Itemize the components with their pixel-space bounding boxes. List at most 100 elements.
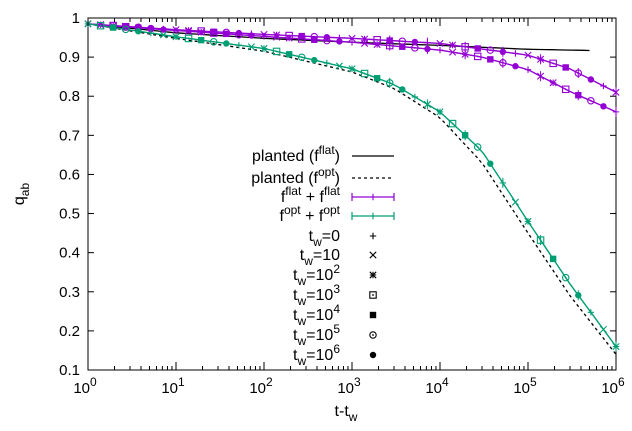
x-tick-label: 100: [73, 375, 97, 397]
marker-flat-flat-upper-dot: [464, 45, 467, 48]
legend-text: + f: [301, 189, 324, 206]
marker-flat-flat-dot: [501, 61, 504, 64]
marker-flat-flat-upper: [336, 34, 343, 41]
marker-flat-flat-upper-dot: [313, 35, 316, 38]
marker-flat-flat-upper-dot: [200, 30, 203, 32]
x-axis-label-sub: w: [348, 410, 358, 424]
marker-opt-opt-dot: [187, 37, 190, 40]
marker-flat-flat-upper: [486, 46, 495, 54]
marker-opt-opt: [109, 24, 117, 31]
marker-opt-opt-dot: [476, 146, 479, 148]
marker-flat-flat: [612, 108, 620, 116]
marker-flat-flat: [512, 63, 519, 70]
y-tick-label: 0.4: [59, 245, 80, 262]
marker-opt-opt: [335, 62, 344, 70]
marker-flat-flat-upper-dot: [552, 62, 555, 65]
legend-swatch-tw1: [369, 251, 377, 259]
marker-flat-flat: [561, 85, 570, 94]
marker-flat-flat-upper: [147, 24, 155, 32]
marker-opt-opt: [159, 31, 168, 39]
marker-opt-opt: [536, 236, 545, 244]
marker-flat-flat-upper: [260, 30, 268, 39]
marker-flat-flat-upper: [160, 25, 167, 33]
marker-flat-flat: [499, 59, 507, 67]
marker-opt-opt-dot: [99, 24, 102, 27]
legend-swatch-tw5-dot: [372, 334, 374, 336]
marker-opt-opt: [223, 40, 230, 47]
marker-opt-opt-dot: [539, 239, 542, 242]
x-tick-label: 104: [425, 375, 449, 397]
marker-opt-opt: [575, 292, 582, 299]
marker-flat-flat: [223, 30, 230, 38]
legend-swatch-tw3: [369, 291, 377, 299]
x-tick-label: 103: [337, 375, 361, 397]
legend-sub: w: [303, 254, 313, 268]
marker-opt-opt: [348, 65, 356, 73]
legend-label-planted-opt: planted (fopt): [251, 165, 340, 187]
series-opt-opt: [87, 23, 617, 347]
plot-data: [84, 20, 620, 355]
marker-flat-flat-upper-dot: [137, 26, 140, 29]
marker-opt-opt: [487, 160, 494, 167]
marker-opt-opt: [247, 43, 256, 51]
marker-flat-flat-upper: [448, 41, 457, 49]
x-tick-label-base: 10: [601, 380, 618, 397]
legend-text: f: [281, 189, 286, 206]
marker-flat-flat-upper: [574, 69, 583, 77]
marker-flat-flat-upper: [310, 32, 319, 41]
marker-flat-flat-upper: [298, 32, 305, 40]
y-tick-label: 0.9: [59, 49, 80, 66]
marker-flat-flat: [575, 91, 582, 99]
marker-opt-opt-dot: [564, 276, 567, 279]
legend-label-tw3: tw=103: [293, 282, 340, 308]
legend-label-tw6: tw=106: [293, 342, 340, 368]
legend-text: t: [293, 327, 298, 344]
x-tick-label-exp: 1: [178, 375, 185, 389]
marker-opt-opt: [461, 132, 469, 139]
legend-label-tw2: tw=102: [293, 262, 340, 288]
marker-flat-flat-upper-dot: [489, 49, 492, 52]
y-tick-label: 0.7: [59, 127, 80, 144]
x-tick-label-base: 10: [337, 380, 354, 397]
y-tick-label: 1: [72, 10, 80, 27]
marker-flat-flat-upper: [549, 59, 557, 68]
legend-sub: w: [312, 235, 322, 249]
marker-flat-flat: [536, 72, 545, 80]
legend-text: =10: [306, 327, 333, 344]
y-tick-label: 0.2: [59, 323, 80, 340]
legend-sub: w: [297, 334, 307, 348]
marker-flat-flat-upper: [172, 26, 180, 34]
legend-text: =10: [306, 307, 333, 324]
marker-flat-flat-upper: [248, 30, 255, 37]
marker-opt-opt: [411, 93, 419, 101]
marker-opt-opt: [121, 25, 130, 34]
y-axis-label-sub: ab: [18, 183, 32, 197]
legend-label-tw0: tw=0: [309, 228, 340, 249]
marker-flat-flat-upper: [210, 28, 217, 35]
marker-flat-flat-upper: [96, 21, 105, 29]
marker-flat-flat: [473, 52, 482, 61]
marker-opt-opt: [373, 75, 381, 82]
marker-opt-opt: [197, 36, 205, 44]
y-tick-label: 0.6: [59, 166, 80, 183]
marker-opt-opt: [297, 53, 306, 61]
marker-flat-flat: [524, 66, 532, 73]
marker-opt-opt: [612, 342, 620, 351]
legend-text: t: [309, 228, 314, 245]
marker-opt-opt: [423, 100, 432, 108]
marker-flat-flat-dot: [476, 55, 479, 58]
legend-label-tw4: tw=104: [293, 302, 340, 328]
x-tick-label: 105: [513, 375, 537, 397]
legend-swatch-tw3-dot: [372, 294, 374, 296]
legend-swatch-tw2: [369, 271, 377, 279]
legend-label-opt-opt: fopt + fopt: [279, 203, 340, 225]
x-tick-label-base: 10: [249, 380, 266, 397]
marker-flat-flat-upper: [461, 43, 469, 51]
legend-label-tw5: tw=105: [293, 322, 340, 348]
legend-swatch-tw5: [369, 331, 377, 339]
legend-sup: flat: [319, 143, 336, 157]
y-tick-label: 0.1: [59, 362, 80, 379]
marker-flat-flat-upper: [411, 38, 419, 46]
x-axis-label: t-tw: [335, 403, 358, 424]
marker-flat-flat: [461, 50, 469, 58]
